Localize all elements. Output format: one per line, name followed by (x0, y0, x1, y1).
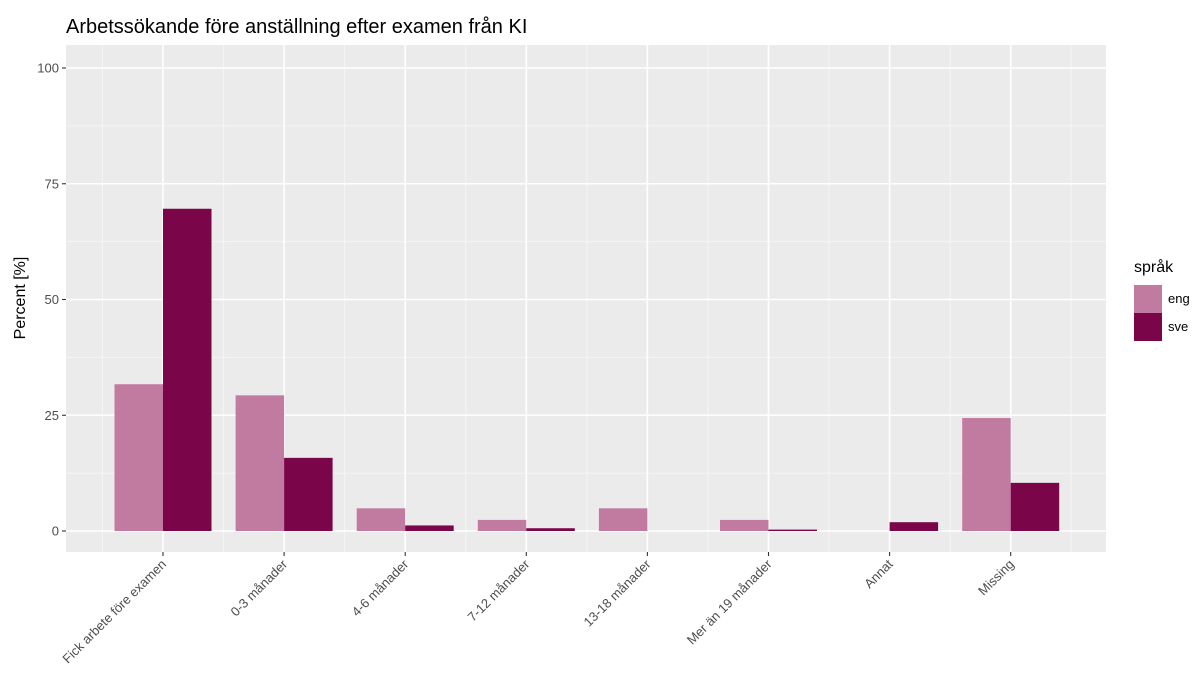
chart-title: Arbetssökande före anställning efter exa… (66, 16, 527, 38)
y-tick-label: 100 (37, 61, 59, 76)
y-tick-label: 25 (45, 408, 59, 423)
bar-eng (114, 384, 163, 531)
bar-eng (356, 508, 406, 531)
bar-eng (235, 395, 285, 531)
y-tick-label: 50 (45, 292, 59, 307)
legend-label-sve: sve (1168, 319, 1188, 334)
x-tick-label: Missing (975, 557, 1017, 599)
x-axis: Fick arbete före examen 0-3 månader 4-6 må… (59, 552, 1017, 667)
x-tick-label: 4-6 månader (349, 556, 412, 619)
bar-sve (405, 525, 454, 531)
legend: språk eng sve (1134, 258, 1190, 341)
bar-eng (962, 418, 1011, 531)
legend-key-sve (1134, 313, 1162, 341)
legend-label-eng: eng (1168, 291, 1190, 306)
legend-title: språk (1134, 258, 1174, 276)
x-tick-label: Annat (861, 556, 896, 591)
x-tick-label: 0-3 månader (227, 556, 290, 619)
x-tick-label: 13-18 månader (581, 556, 654, 629)
x-tick-label: Fick arbete före examen (59, 557, 169, 667)
y-tick-label: 75 (45, 176, 59, 191)
bar-sve (768, 529, 817, 531)
legend-key-eng (1134, 285, 1162, 313)
grid-minor (66, 45, 1106, 552)
bar-sve (163, 208, 212, 531)
bar-eng (477, 519, 527, 531)
bar-eng (598, 508, 648, 531)
bar-sve (284, 457, 333, 531)
y-tick-label: 0 (52, 524, 59, 539)
x-tick-label: 7-12 månader (465, 556, 533, 624)
y-axis-label: Percent [%] (12, 257, 29, 340)
y-axis: 0 25 50 75 100 (37, 61, 66, 539)
bar-sve (526, 528, 575, 531)
x-tick-label: Mer än 19 månader (684, 556, 775, 647)
bar-eng (720, 519, 769, 531)
bars (114, 208, 1060, 531)
bar-sve (889, 522, 939, 531)
bar-sve (1010, 482, 1060, 531)
